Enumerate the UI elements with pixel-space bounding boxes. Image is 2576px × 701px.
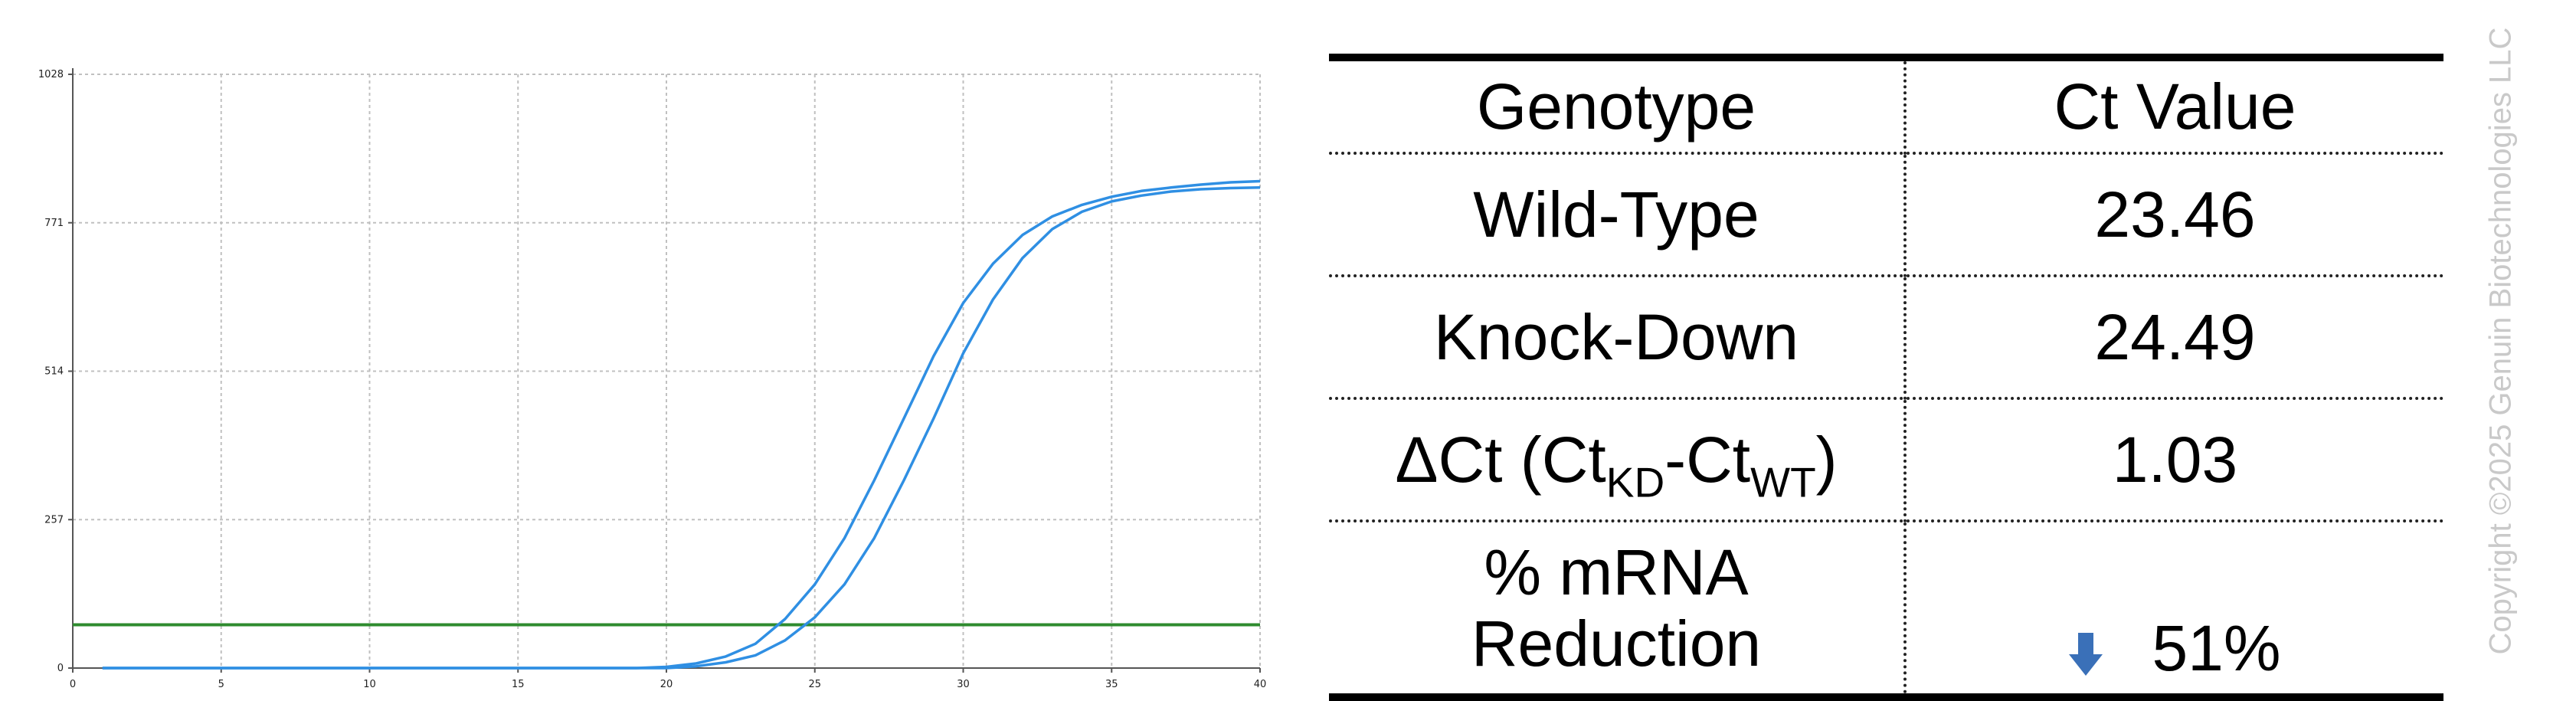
chart-series: [102, 179, 1261, 670]
amplification-curve-1: [102, 179, 1261, 670]
down-arrow-icon: [2069, 618, 2103, 689]
amplification-curve-2: [102, 186, 1261, 670]
delta-sub-kd: KD: [1605, 458, 1665, 506]
genotype-label: Wild-Type: [1329, 152, 1907, 276]
table-row-knock-down: Knock-Down 24.49: [1329, 274, 2443, 398]
x-tick-label: 10: [363, 679, 376, 690]
table-header-row: Genotype Ct Value: [1329, 54, 2443, 153]
x-tick-label: 15: [512, 679, 525, 690]
y-tick-label: 257: [44, 514, 64, 526]
genotype-label: Knock-Down: [1329, 274, 1907, 398]
header-ct-value: Ct Value: [1905, 54, 2443, 153]
reduction-value: 51%: [2152, 612, 2281, 684]
delta-suffix: ): [1815, 423, 1838, 496]
delta-ct-label: ΔCt (CtKD-CtWT): [1329, 397, 1907, 521]
delta-prefix: ΔCt (Ct: [1395, 423, 1606, 496]
x-tick-label: 35: [1105, 679, 1118, 690]
table-row-delta-ct: ΔCt (CtKD-CtWT) 1.03: [1329, 397, 2443, 521]
amplification-chart: 0 5 10 15 20 25 30 35 40 0 257 514 771 1028: [38, 68, 1266, 690]
x-tick-label: 20: [660, 679, 673, 690]
chart-grid: [73, 74, 1261, 668]
x-tick-label: 40: [1254, 679, 1267, 690]
reduction-value-cell: 51%: [1905, 519, 2443, 701]
copyright-notice: Copyright ©2025 Genuin Biotechnologies L…: [2483, 27, 2518, 655]
delta-sub-wt: WT: [1750, 458, 1816, 506]
reduction-label-line1: % mRNA: [1484, 536, 1749, 609]
table-row-wild-type: Wild-Type 23.46: [1329, 152, 2443, 276]
x-tick-label: 30: [957, 679, 970, 690]
y-tick-label: 771: [44, 218, 64, 229]
delta-mid: -Ct: [1664, 423, 1751, 496]
x-tick-label: 25: [808, 679, 821, 690]
ct-results-table: Genotype Ct Value Wild-Type 23.46 Knock-…: [1329, 54, 2443, 701]
ct-value: 23.46: [1905, 152, 2443, 276]
x-tick-label: 0: [70, 679, 76, 690]
y-tick-label: 514: [44, 366, 64, 378]
table-row-mrna-reduction: % mRNA Reduction 51%: [1329, 519, 2443, 701]
ct-value: 24.49: [1905, 274, 2443, 398]
y-tick-label: 1028: [38, 69, 64, 80]
header-genotype: Genotype: [1329, 54, 1907, 153]
reduction-label: % mRNA Reduction: [1329, 519, 1907, 701]
chart-ticks: 0 5 10 15 20 25 30 35 40 0 257 514 771 1028: [38, 69, 1266, 690]
y-tick-label: 0: [57, 663, 64, 674]
reduction-label-line2: Reduction: [1471, 607, 1762, 680]
delta-ct-value: 1.03: [1905, 397, 2443, 521]
x-tick-label: 5: [218, 679, 224, 690]
